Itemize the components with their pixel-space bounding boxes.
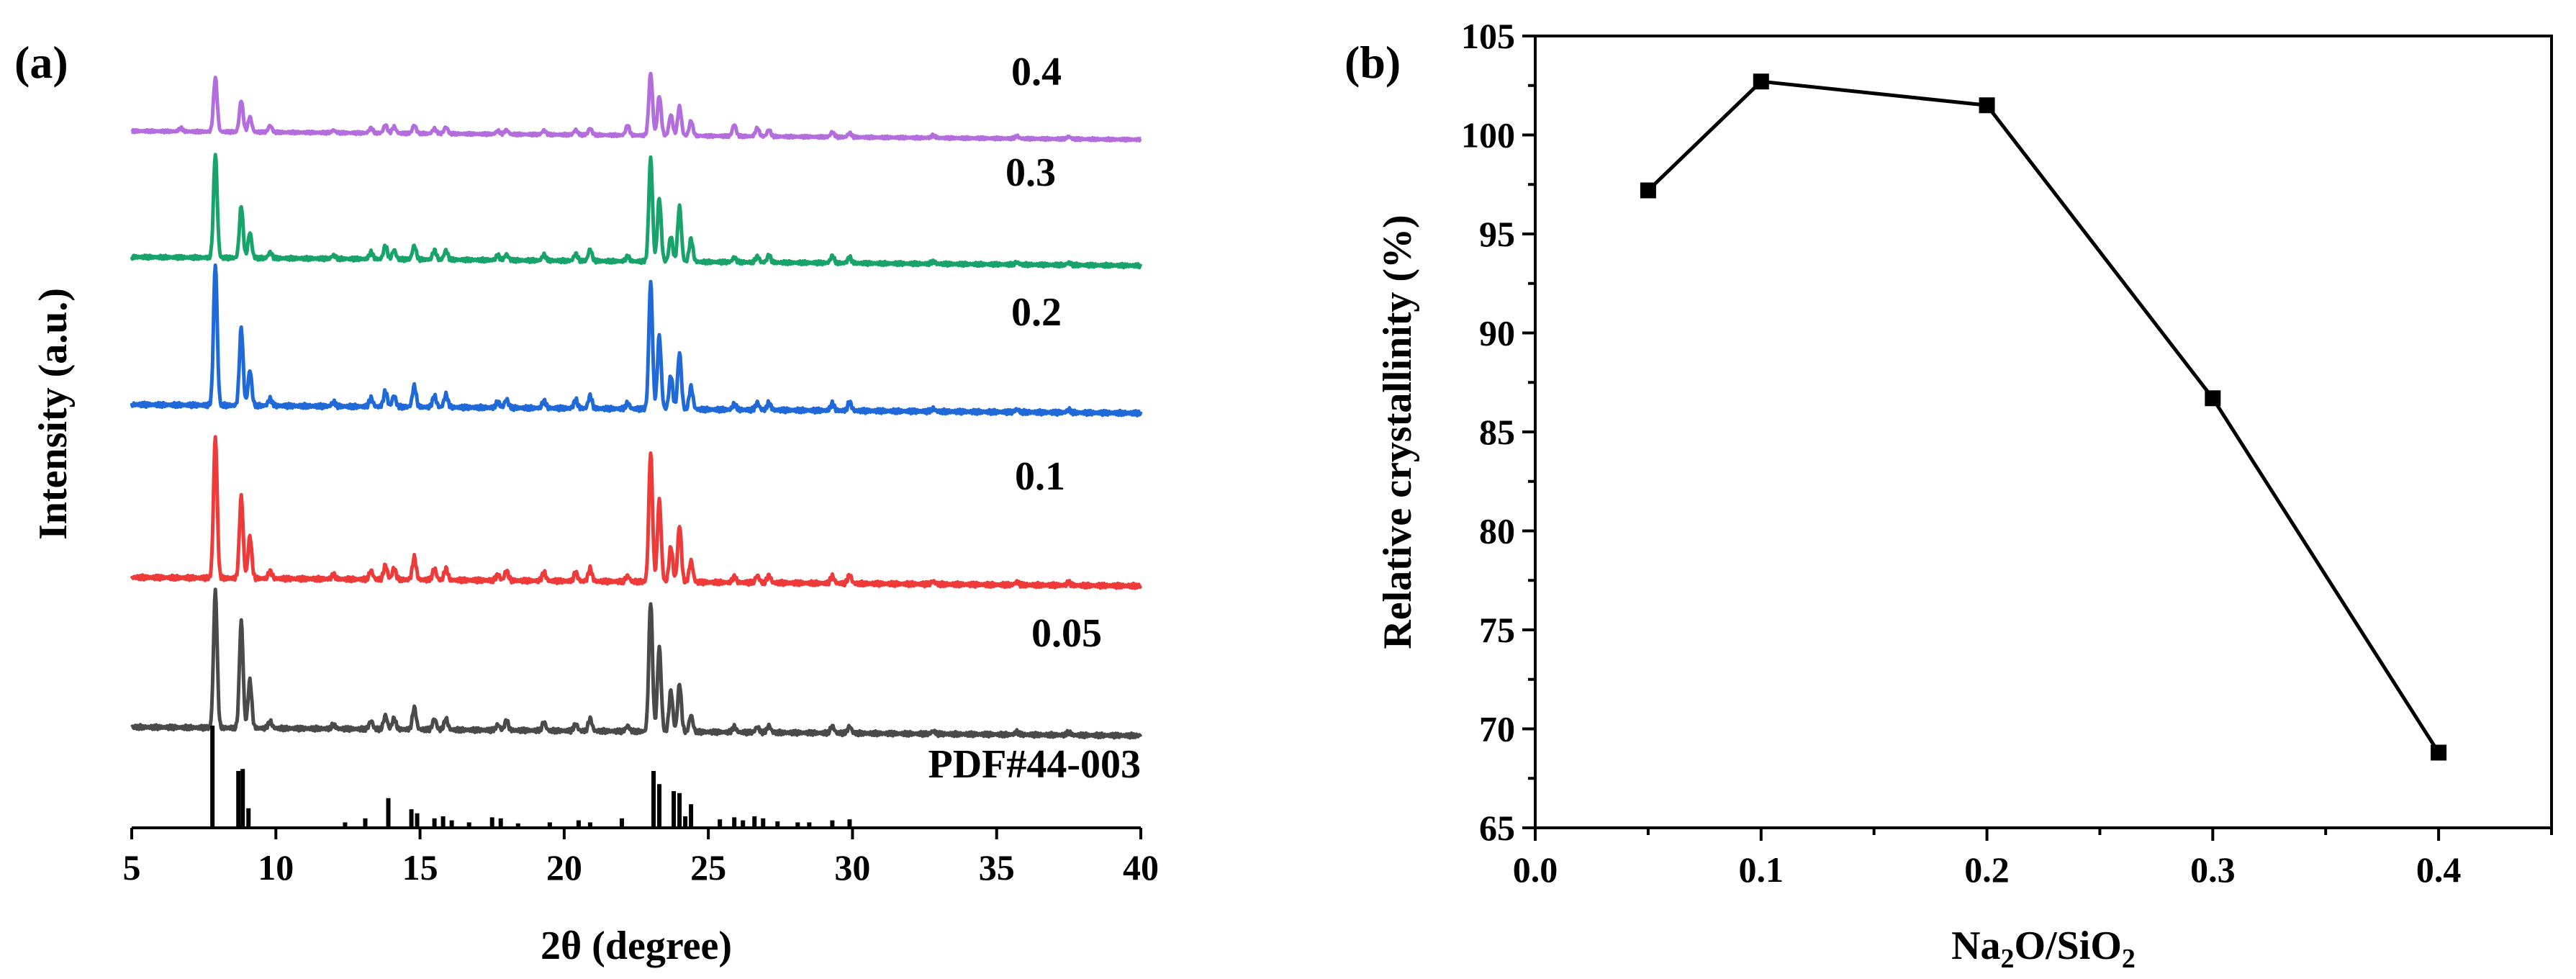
crystallinity-series xyxy=(1640,73,2447,761)
data-point xyxy=(1753,73,1769,90)
y-tick-label-b: 65 xyxy=(1479,808,1515,848)
sample-label-0.4: 0.4 xyxy=(1011,50,1062,94)
crystallinity-line xyxy=(1647,79,2441,754)
x-tick-label-b: 0.2 xyxy=(1964,849,2010,890)
reference-label: PDF#44-003 xyxy=(928,742,1141,787)
x-tick-label-a: 20 xyxy=(546,847,582,888)
x-tick-label-a: 10 xyxy=(258,847,294,888)
data-point xyxy=(1640,182,1656,199)
sample-label-0.3: 0.3 xyxy=(1005,150,1056,195)
xrd-trace-0.1 xyxy=(130,435,1143,590)
data-point xyxy=(2205,390,2221,407)
sample-label-0.1: 0.1 xyxy=(1015,454,1065,499)
xrd-trace-0.3 xyxy=(130,153,1143,270)
y-tick-label-b: 105 xyxy=(1461,16,1515,56)
x-ticks-b: 0.0 0.1 0.2 0.3 0.4 xyxy=(1513,828,2553,890)
x-tick-label-a: 35 xyxy=(979,847,1015,888)
data-point xyxy=(2431,744,2447,761)
x-tick-label-b: 0.3 xyxy=(2190,849,2236,890)
xrd-traces xyxy=(130,71,1143,740)
sample-labels: 0.05 0.1 0.2 0.3 0.4 xyxy=(1005,50,1102,656)
y-tick-label-b: 90 xyxy=(1479,313,1515,353)
y-tick-label-b: 85 xyxy=(1479,412,1515,452)
x-tick-label-a: 40 xyxy=(1123,847,1159,888)
panel-b-letter: (b) xyxy=(1345,37,1401,88)
crystallinity-chart: (b) 65 70 75 80 85 90 95 100 105 0.0 0.1 0.2 0.3 0.4… xyxy=(1345,16,2553,974)
data-point xyxy=(1979,97,1995,114)
sample-label-0.2: 0.2 xyxy=(1011,290,1062,335)
x-tick-label-b: 0.1 xyxy=(1739,849,1784,890)
x-tick-label-a: 30 xyxy=(834,847,870,888)
x-ticks-a: 5 10 15 20 25 30 35 40 xyxy=(123,828,1159,888)
x-tick-label-b: 0.4 xyxy=(2416,849,2462,890)
y-tick-label-b: 75 xyxy=(1479,610,1515,650)
y-axis-title-b: Relative crystallinity (%) xyxy=(1375,215,1420,649)
x-tick-label-b: 0.0 xyxy=(1513,849,1558,890)
y-ticks-b: 65 70 75 80 85 90 95 100 105 xyxy=(1461,16,1535,848)
x-tick-label-a: 5 xyxy=(123,847,141,888)
y-tick-label-b: 100 xyxy=(1461,115,1515,155)
panel-a-letter: (a) xyxy=(14,37,68,88)
reference-sticks xyxy=(210,726,852,826)
x-tick-label-a: 25 xyxy=(690,847,726,888)
xrd-trace-0.2 xyxy=(130,263,1143,418)
y-tick-label-b: 70 xyxy=(1479,709,1515,749)
x-tick-label-a: 15 xyxy=(402,847,438,888)
sample-label-0.05: 0.05 xyxy=(1031,611,1102,656)
xrd-trace-0.4 xyxy=(130,71,1142,143)
y-tick-label-b: 95 xyxy=(1479,214,1515,254)
y-axis-title-a: Intensity (a.u.) xyxy=(31,288,76,540)
xrd-chart: (a) 0.05 0.1 0.2 0.3 0.4 PDF#44-003 5 10 15 20 2… xyxy=(14,37,1159,968)
x-axis-title-b: Na2O/SiO2 xyxy=(1951,924,2136,974)
y-tick-label-b: 80 xyxy=(1479,511,1515,551)
xrd-trace-0.05 xyxy=(130,587,1143,740)
x-axis-title-a: 2θ (degree) xyxy=(541,924,732,968)
